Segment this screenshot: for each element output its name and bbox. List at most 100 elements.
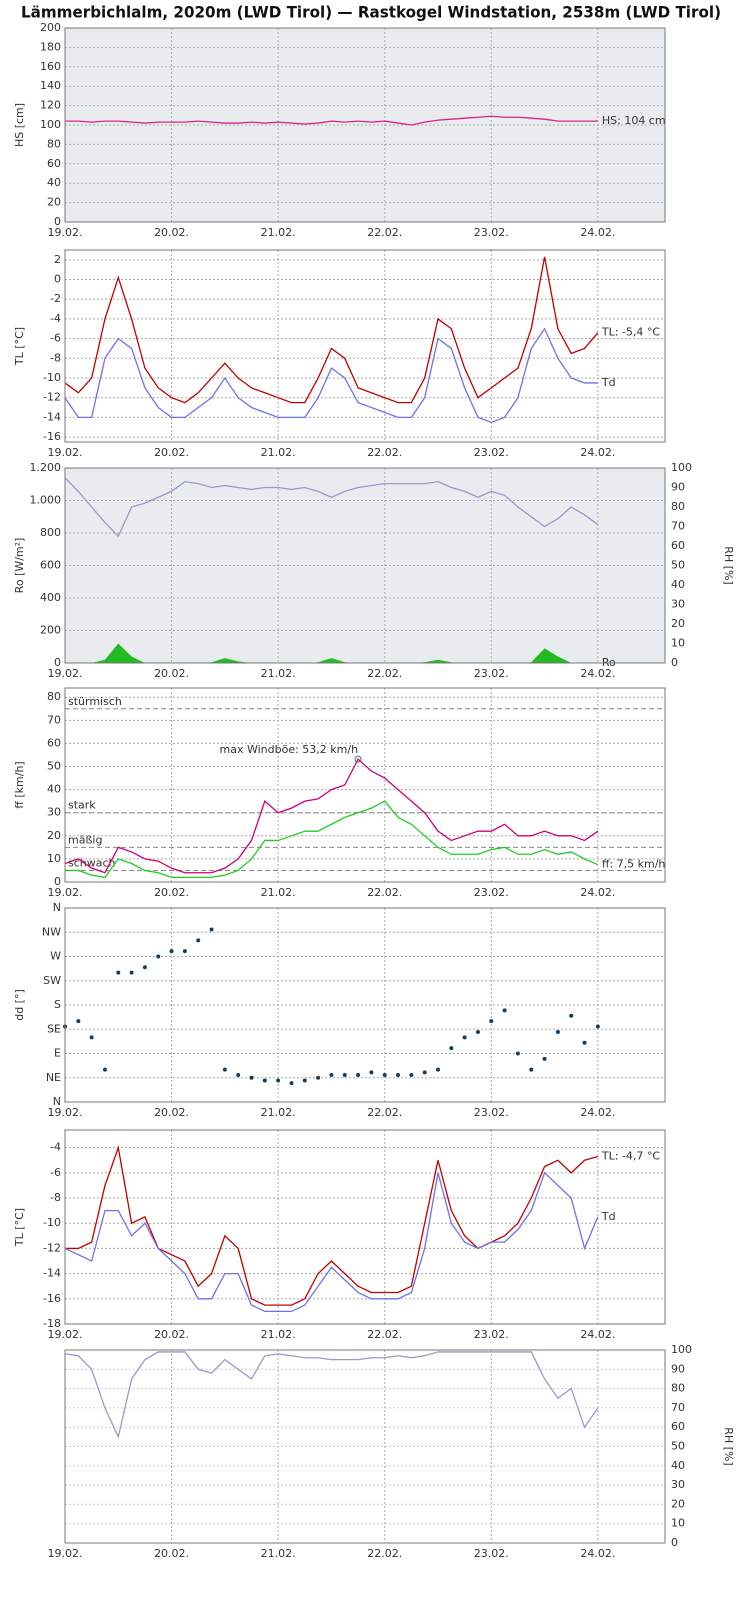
y-tick-label: 10 [47, 852, 61, 865]
y-tick-label: -16 [43, 430, 61, 443]
y-tick-label: 30 [47, 806, 61, 819]
threshold-label: stürmisch [68, 695, 122, 708]
y-tick-label: 0 [54, 875, 61, 888]
x-tick-label: 19.02. [48, 667, 83, 680]
point [569, 1013, 574, 1018]
x-tick-label: 21.02. [261, 886, 296, 899]
y-tick-label: SW [43, 974, 61, 987]
y-tick-label: N [53, 1095, 61, 1108]
y-tick-label: 400 [40, 591, 61, 604]
point [369, 1070, 374, 1075]
y-tick-label: 0 [54, 215, 61, 228]
y-tick-label: 180 [40, 40, 61, 53]
y-axis-label: TL [°C] [13, 327, 26, 366]
y-tick-label: 140 [40, 79, 61, 92]
plot-frame [64, 1129, 666, 1325]
y-tick-label: 20 [47, 196, 61, 209]
y-tick-label: 50 [47, 760, 61, 773]
x-tick-label: 22.02. [367, 886, 402, 899]
x-tick-label: 24.02. [580, 886, 615, 899]
point [529, 1067, 534, 1072]
y-tick-label: -14 [43, 1267, 61, 1280]
y2-tick-label: 70 [671, 520, 685, 533]
threshold-label: mäßig [68, 833, 102, 846]
y2-tick-label: 60 [671, 539, 685, 552]
point [409, 1073, 414, 1078]
y-tick-label: -10 [43, 1216, 61, 1229]
plot-frame [64, 687, 666, 883]
y-tick-label: 800 [40, 526, 61, 539]
point [222, 1067, 227, 1072]
y2-tick-label: 60 [671, 1420, 685, 1433]
x-tick-label: 20.02. [154, 1106, 189, 1119]
x-tick-label: 19.02. [48, 1547, 83, 1560]
point [76, 1019, 81, 1024]
y-tick-label: -6 [50, 332, 61, 345]
x-tick-label: 24.02. [580, 1328, 615, 1341]
y-tick-label: -2 [50, 292, 61, 305]
point [102, 1067, 107, 1072]
line [64, 1171, 599, 1313]
point [436, 1067, 441, 1072]
area [65, 643, 598, 663]
y-tick-label: 160 [40, 60, 61, 73]
plot-frame [64, 907, 666, 1103]
point [196, 938, 201, 943]
y2-tick-label: 70 [671, 1401, 685, 1414]
x-tick-label: 22.02. [367, 1328, 402, 1341]
y-tick-label: -4 [50, 1141, 61, 1154]
point [515, 1051, 520, 1056]
x-tick-label: 19.02. [48, 886, 83, 899]
line [64, 256, 599, 404]
y2-axis-label: RH [%] [722, 546, 735, 584]
x-tick-label: 19.02. [48, 1328, 83, 1341]
y-tick-label: SE [47, 1022, 61, 1035]
point [289, 1081, 294, 1086]
y2-tick-label: 20 [671, 617, 685, 630]
y-tick-label: 20 [47, 829, 61, 842]
x-tick-label: 22.02. [367, 1106, 402, 1119]
y-tick-label: 1.200 [30, 461, 62, 474]
y-tick-label: 100 [40, 118, 61, 131]
plot-background [65, 688, 665, 882]
y-axis-label: dd [°] [13, 989, 26, 1021]
x-tick-label: 21.02. [261, 1547, 296, 1560]
y2-tick-label: 20 [671, 1497, 685, 1510]
annotation: max Windböe: 53,2 km/h [220, 743, 359, 756]
x-tick-label: 23.02. [474, 1328, 509, 1341]
series-label: HS: 104 cm [602, 114, 666, 127]
y2-tick-label: 90 [671, 1362, 685, 1375]
y-axis-label: HS [cm] [13, 103, 26, 147]
y2-tick-label: 0 [671, 656, 678, 669]
point [595, 1024, 600, 1029]
y-tick-label: 200 [40, 624, 61, 637]
point [316, 1075, 321, 1080]
point [142, 965, 147, 970]
x-tick-label: 22.02. [367, 226, 402, 239]
point [129, 970, 134, 975]
point [302, 1078, 307, 1083]
x-tick-label: 20.02. [154, 667, 189, 680]
y-tick-label: 0 [54, 273, 61, 286]
y-tick-label: 40 [47, 783, 61, 796]
plot-frame [64, 249, 666, 443]
y-tick-label: 1.000 [30, 494, 62, 507]
x-tick-label: 24.02. [580, 1547, 615, 1560]
line [64, 1351, 599, 1439]
y-tick-label: 120 [40, 99, 61, 112]
x-tick-label: 23.02. [474, 886, 509, 899]
point [209, 927, 214, 932]
x-tick-label: 20.02. [154, 226, 189, 239]
point [382, 1073, 387, 1078]
point [422, 1070, 427, 1075]
x-tick-label: 20.02. [154, 886, 189, 899]
point [582, 1040, 587, 1045]
y-tick-label: -12 [43, 391, 61, 404]
point [555, 1029, 560, 1034]
point [89, 1035, 94, 1040]
series-label: TL: -4,7 °C [601, 1149, 661, 1162]
y2-tick-label: 50 [671, 559, 685, 572]
series-label: Td [601, 1210, 616, 1223]
point [116, 970, 121, 975]
y-axis-label: Ro [W/m²] [13, 538, 26, 594]
